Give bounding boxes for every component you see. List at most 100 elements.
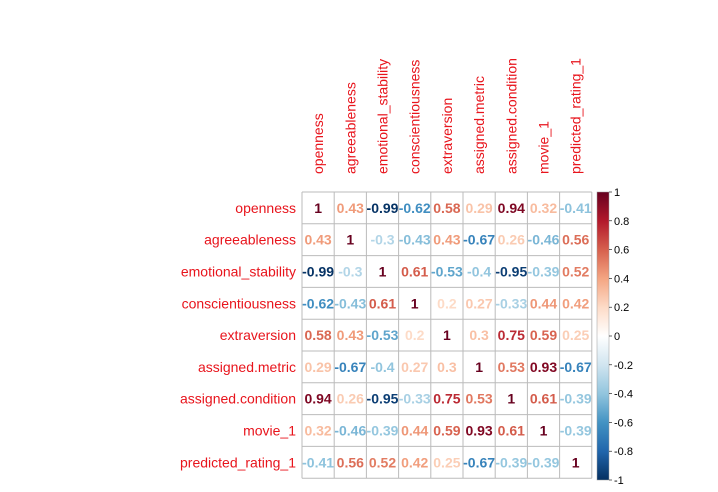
cell-value-r6-c3: -0.33 xyxy=(399,391,431,407)
cell-value-r4-c0: 0.58 xyxy=(304,327,331,343)
color-legend: 1 0.8 0.6 0.4 0.2 0 -0.2 -0.4 -0.6 -0.8 -1 xyxy=(596,187,633,487)
cell-value-r3-c2: 0.61 xyxy=(369,295,396,311)
cell-value-r0-c7: 0.32 xyxy=(530,200,557,216)
cell-value-r1-c5: -0.67 xyxy=(463,232,495,248)
cell-value-r4-c7: 0.59 xyxy=(530,327,557,343)
cell-value-r0-c1: 0.43 xyxy=(337,200,364,216)
cell-value-r2-c0: -0.99 xyxy=(302,264,334,280)
cell-value-r5-c0: 0.29 xyxy=(304,359,331,375)
cell-value-r1-c2: -0.3 xyxy=(370,232,394,248)
cell-value-r0-c8: -0.41 xyxy=(560,200,592,216)
legend-tick-label: 0.2 xyxy=(614,302,629,314)
cell-value-r3-c4: 0.2 xyxy=(437,295,457,311)
row-label: conscientiousness xyxy=(182,295,296,311)
cell-value-r7-c4: 0.59 xyxy=(433,423,460,439)
column-label: assigned.metric xyxy=(471,76,487,174)
cell-value-r8-c3: 0.42 xyxy=(401,454,428,470)
column-label: conscientiousness xyxy=(407,60,423,174)
legend-tick-label: 0.8 xyxy=(614,216,629,228)
cell-value-r4-c5: 0.3 xyxy=(469,327,489,343)
cell-value-r0-c5: 0.29 xyxy=(465,200,492,216)
cell-value-r5-c3: 0.27 xyxy=(401,359,428,375)
cell-value-r6-c5: 0.53 xyxy=(465,391,492,407)
cell-value-r5-c7: 0.93 xyxy=(530,359,557,375)
cell-value-r1-c3: -0.43 xyxy=(399,232,431,248)
heatmap-grid xyxy=(301,191,593,479)
cell-value-r8-c2: 0.52 xyxy=(369,454,396,470)
row-label: predicted_rating_1 xyxy=(180,454,296,470)
cell-value-r1-c0: 0.43 xyxy=(304,232,331,248)
cell-value-r8-c5: -0.67 xyxy=(463,454,495,470)
cell-value-r3-c7: 0.44 xyxy=(530,295,557,311)
column-label: agreeableness xyxy=(342,82,358,174)
column-label: emotional_stability xyxy=(375,59,391,174)
cell-value-r8-c4: 0.25 xyxy=(433,454,460,470)
cell-value-r5-c4: 0.3 xyxy=(437,359,457,375)
cell-value-r7-c0: 0.32 xyxy=(304,423,331,439)
row-label: assigned.metric xyxy=(198,359,296,375)
cell-value-r0-c4: 0.58 xyxy=(433,200,460,216)
cell-value-r2-c3: 0.61 xyxy=(401,264,428,280)
cell-value-r5-c2: -0.4 xyxy=(370,359,394,375)
legend-tick-label: -1 xyxy=(614,475,624,487)
cell-value-r6-c6: 1 xyxy=(507,391,515,407)
cell-value-r2-c2: 1 xyxy=(379,264,387,280)
cell-value-r4-c1: 0.43 xyxy=(337,327,364,343)
column-label: movie_1 xyxy=(536,121,552,174)
cell-value-r6-c8: -0.39 xyxy=(560,391,592,407)
cell-value-r2-c8: 0.52 xyxy=(562,264,589,280)
column-label: assigned.condition xyxy=(503,58,519,174)
legend-tick-label: -0.6 xyxy=(614,417,633,429)
cell-value-r8-c6: -0.39 xyxy=(495,454,527,470)
cell-value-r2-c1: -0.3 xyxy=(338,264,362,280)
cell-value-r3-c3: 1 xyxy=(411,295,419,311)
cell-value-r8-c1: 0.56 xyxy=(337,454,364,470)
legend-tick-label: -0.8 xyxy=(614,446,633,458)
cell-value-r0-c2: -0.99 xyxy=(367,200,399,216)
row-label: extraversion xyxy=(220,327,296,343)
legend-tick-label: 1 xyxy=(614,187,620,199)
legend-color-bar xyxy=(596,191,610,481)
column-label: predicted_rating_1 xyxy=(568,58,584,174)
cell-value-r0-c6: 0.94 xyxy=(498,200,525,216)
column-label: extraversion xyxy=(439,98,455,174)
cell-value-r1-c7: -0.46 xyxy=(528,232,560,248)
cell-value-r6-c0: 0.94 xyxy=(304,391,331,407)
cell-value-r7-c1: -0.46 xyxy=(334,423,366,439)
cell-value-r6-c4: 0.75 xyxy=(433,391,460,407)
legend-tick-label: -0.4 xyxy=(614,389,633,401)
row-label: movie_1 xyxy=(243,423,296,439)
cell-value-r7-c2: -0.39 xyxy=(367,423,399,439)
cell-value-r8-c0: -0.41 xyxy=(302,454,334,470)
cell-value-r3-c8: 0.42 xyxy=(562,295,589,311)
row-label: emotional_stability xyxy=(181,264,296,280)
cell-value-r3-c0: -0.62 xyxy=(302,295,334,311)
cell-value-r2-c7: -0.39 xyxy=(528,264,560,280)
cell-value-r8-c7: -0.39 xyxy=(528,454,560,470)
cell-value-r1-c6: 0.26 xyxy=(498,232,525,248)
column-label: openness xyxy=(310,113,326,174)
cell-value-r3-c1: -0.43 xyxy=(334,295,366,311)
cell-value-r7-c8: -0.39 xyxy=(560,423,592,439)
cell-value-r7-c5: 0.93 xyxy=(465,423,492,439)
legend-tick-label: 0 xyxy=(614,331,620,343)
cell-value-r5-c8: -0.67 xyxy=(560,359,592,375)
legend-tick-label: 0.4 xyxy=(614,273,629,285)
cell-value-r7-c7: 1 xyxy=(540,423,548,439)
cell-value-r5-c5: 1 xyxy=(475,359,483,375)
row-label: agreeableness xyxy=(204,232,296,248)
legend-tick-label: 0.6 xyxy=(614,245,629,257)
cell-value-r3-c5: 0.27 xyxy=(465,295,492,311)
cell-value-r0-c0: 1 xyxy=(314,200,322,216)
cell-value-r7-c3: 0.44 xyxy=(401,423,428,439)
legend-tick-label: -0.2 xyxy=(614,360,633,372)
cell-values: 1 0.43 -0.99 -0.62 0.58 0.29 0.94 0.32 -0.410.43… xyxy=(302,200,592,470)
cell-value-r7-c6: 0.61 xyxy=(498,423,525,439)
row-labels: openness agreeableness emotional_stability… xyxy=(180,200,296,470)
cell-value-r1-c1: 1 xyxy=(346,232,354,248)
cell-value-r2-c6: -0.95 xyxy=(495,264,527,280)
cell-value-r6-c1: 0.26 xyxy=(337,391,364,407)
cell-value-r2-c5: -0.4 xyxy=(467,264,491,280)
column-labels: openness agreeableness emotional_stability… xyxy=(310,58,584,174)
cell-value-r4-c2: -0.53 xyxy=(367,327,399,343)
